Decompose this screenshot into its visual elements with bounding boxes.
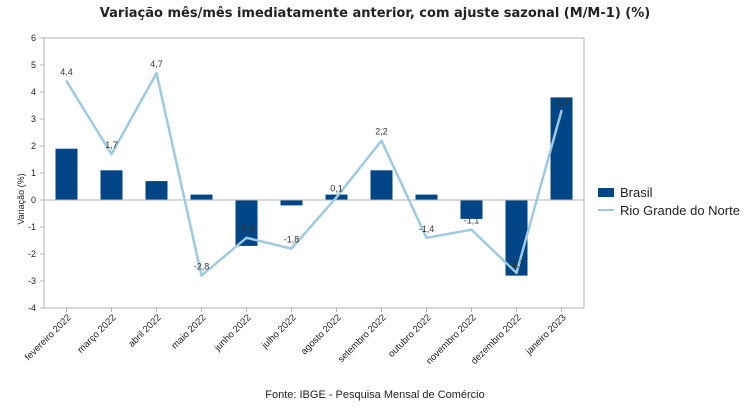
line-point — [470, 228, 473, 231]
y-tick-label: -3 — [28, 276, 36, 286]
data-label: 4,7 — [150, 59, 163, 69]
bar-brasil — [370, 170, 393, 200]
y-tick-label: 4 — [31, 87, 36, 97]
y-tick-label: -2 — [28, 249, 36, 259]
line-point — [65, 80, 68, 83]
line-point — [515, 271, 518, 275]
bar-brasil — [55, 148, 78, 200]
x-tick-label: maio 2022 — [169, 312, 208, 351]
line-point — [155, 71, 158, 75]
y-tick-label: 0 — [31, 195, 36, 205]
line-point — [380, 139, 383, 142]
legend-label-rio-grande-do-norte: Rio Grande do Norte — [620, 202, 740, 218]
y-axis: -4 -3 -2 -1 0 1 2 3 4 5 6 — [28, 33, 44, 313]
line-rio-grande-do-norte — [65, 71, 563, 277]
data-label: -1,1 — [464, 216, 480, 226]
legend-label-brasil: Brasil — [620, 184, 653, 200]
data-labels: 4,4 1,7 4,7 -2,8 -1,4 -1,8 0,1 2,2 -1,4 -1,1 -2,7 3… — [60, 59, 568, 272]
bar-brasil — [235, 200, 258, 246]
x-tick-label: setembro 2022 — [336, 312, 389, 365]
x-tick-label: outubro 2022 — [386, 312, 433, 359]
chart-title: Variação mês/mês imediatamente anterior,… — [99, 6, 651, 21]
x-tick-label: fevereiro 2022 — [23, 312, 74, 363]
legend-swatch-bar — [598, 187, 614, 197]
line-point — [425, 236, 428, 239]
legend-item-rio-grande-do-norte: Rio Grande do Norte — [598, 201, 740, 219]
data-label: -1,4 — [419, 224, 435, 234]
bar-brasil — [460, 200, 483, 219]
y-tick-label: 3 — [31, 114, 36, 124]
source-note: Fonte: IBGE - Pesquisa Mensal de Comérci… — [265, 389, 485, 401]
data-label: 0,1 — [330, 183, 343, 193]
x-tick-label: abril 2022 — [126, 312, 163, 349]
plot-area-border — [43, 37, 585, 309]
x-tick-label: março 2022 — [75, 312, 118, 355]
line-point — [200, 274, 203, 277]
bar-brasil — [190, 194, 213, 200]
x-axis: fevereiro 2022 março 2022 abril 2022 maio 2… — [23, 308, 569, 367]
x-tick-label: janeiro 2023 — [523, 312, 568, 357]
x-tick-label: julho 2022 — [259, 312, 298, 351]
bar-brasil — [280, 200, 303, 206]
x-tick-label: junho 2022 — [212, 312, 254, 354]
data-label: 3,3 — [555, 97, 568, 107]
y-tick-label: -4 — [28, 303, 36, 313]
bar-brasil — [550, 97, 573, 200]
bar-series-brasil — [55, 97, 573, 276]
line-point — [290, 247, 293, 250]
data-label: 1,7 — [105, 140, 118, 150]
data-label: -2,7 — [509, 259, 525, 269]
y-tick-label: 5 — [31, 60, 36, 70]
y-tick-label: -1 — [28, 222, 36, 232]
line-point — [335, 196, 338, 199]
y-axis-label: Variação (%) — [16, 173, 26, 224]
legend-swatch-line — [598, 209, 614, 211]
line-series-rio-grande-do-norte — [65, 71, 563, 277]
legend: Brasil Rio Grande do Norte — [598, 183, 740, 219]
x-tick-label: agosto 2022 — [299, 312, 344, 357]
data-label: -1,4 — [239, 224, 255, 234]
data-label: -1,8 — [284, 235, 300, 245]
y-tick-label: 6 — [31, 33, 36, 43]
data-label: 2,2 — [375, 127, 388, 137]
bar-brasil — [145, 181, 168, 200]
data-label: -2,8 — [194, 262, 210, 272]
line-point — [560, 109, 563, 113]
y-tick-label: 2 — [31, 141, 36, 151]
line-point — [245, 236, 248, 239]
data-label: 4,4 — [60, 67, 73, 77]
line-point — [110, 152, 113, 156]
legend-item-brasil: Brasil — [598, 183, 740, 201]
y-tick-label: 1 — [31, 168, 36, 178]
bar-brasil — [100, 170, 123, 200]
bar-brasil — [415, 194, 438, 200]
